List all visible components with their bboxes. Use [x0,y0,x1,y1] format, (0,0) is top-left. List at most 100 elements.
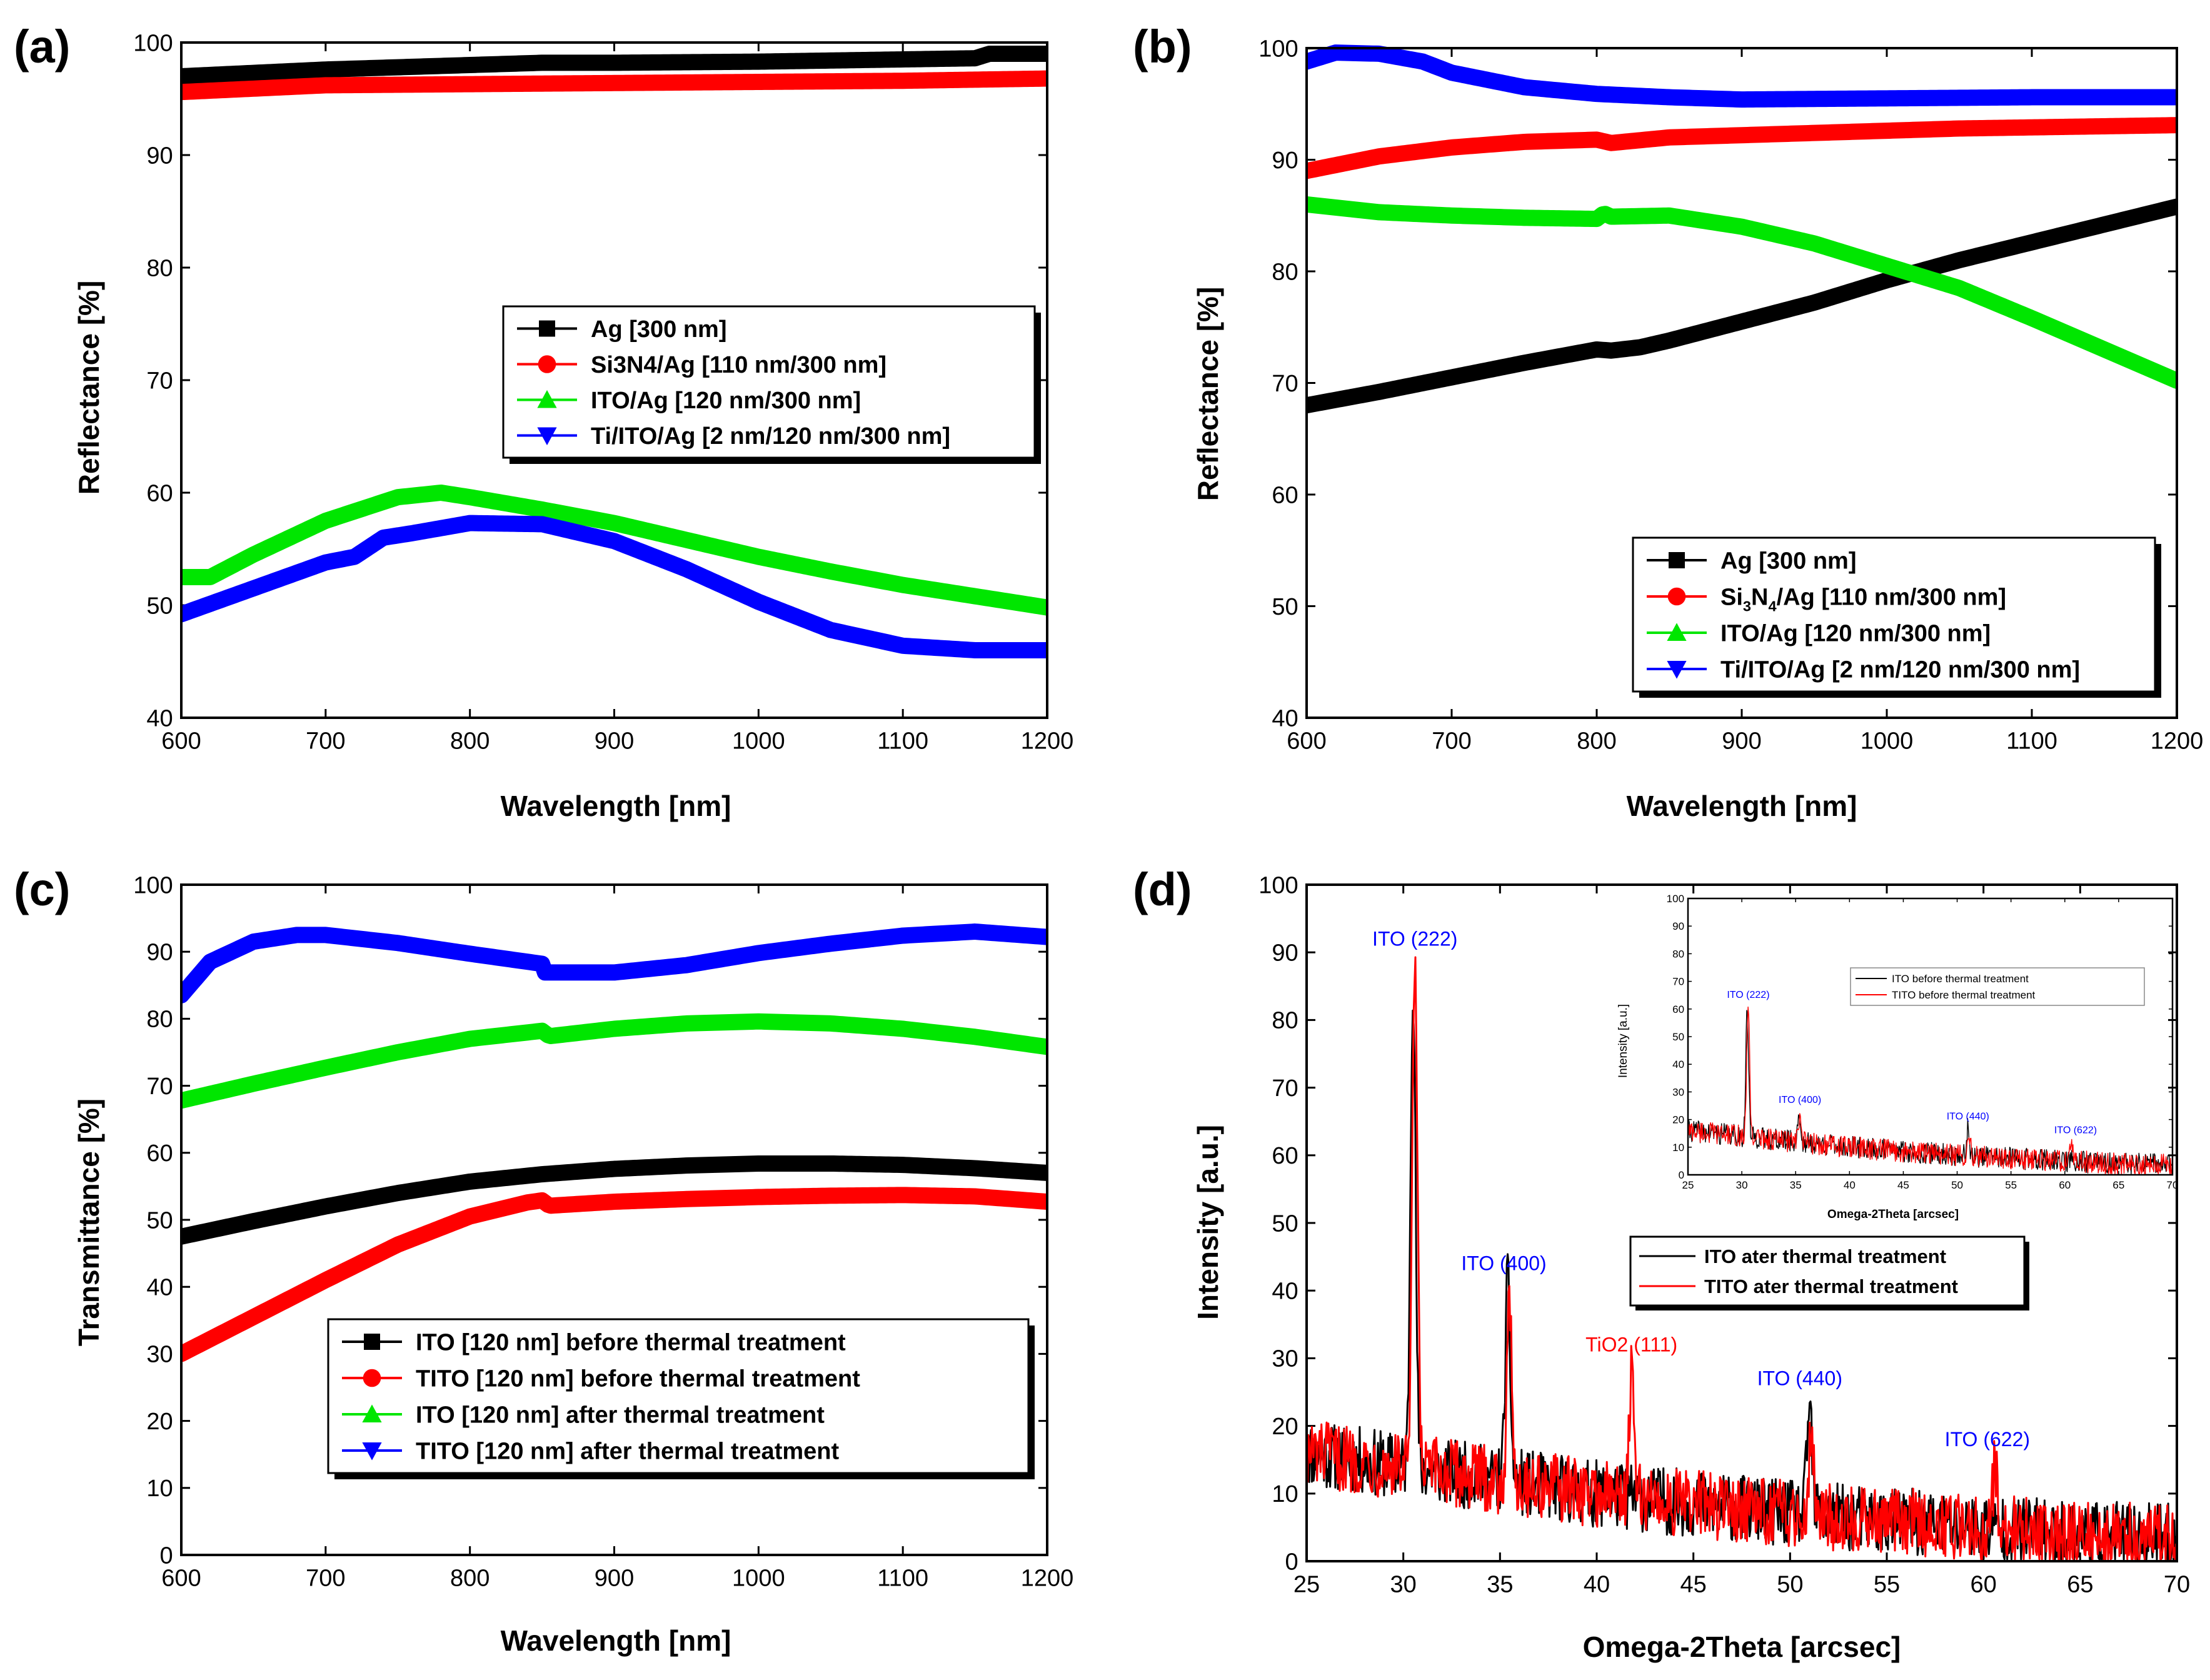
panel-d-inset-xtick-label: 50 [1951,1179,1963,1191]
panel-c-series-line-1 [181,1187,1047,1362]
panel-a-legend-entry-0: Ag [300 nm] [591,316,726,343]
panel-a-ytick-label: 60 [146,480,173,506]
panel-c-legend: ITO [120 nm] before thermal treatment TIT… [327,1318,1035,1479]
panel-a-legend-marker-0 [539,320,555,337]
panel-a-xtick-label: 900 [595,728,634,754]
panel-d-inset-xtick-label: 70 [2167,1179,2179,1191]
panel-c-ylabel: Transmittance [%] [73,1099,105,1346]
panel-d-legend-entry-0: ITO ater thermal treatment [1704,1245,1946,1267]
panel-label-c: (c) [14,863,70,915]
panel-d-inset-xtick-label: 30 [1736,1179,1748,1191]
panel-b-legend-marker-1 [1667,587,1686,606]
panel-d-inset-ytick-label: 90 [1672,920,1684,932]
panel-a-series-line-2 [181,485,1047,616]
panel-d-plot-frame [1305,883,2178,1562]
panel-d-inset-series-line-1 [1688,1006,2172,1175]
panel-d-legend-box [1629,1235,2026,1307]
panel-c-ytick-label: 20 [146,1409,173,1435]
panel-c-xtick-label: 1100 [877,1565,928,1591]
panel-d-ytick-label: 70 [1272,1075,1298,1102]
panel-b-xtick-label: 800 [1577,728,1616,754]
panel-a-xtick-label: 1000 [732,728,785,754]
panel-d-inset-ytick-label: 70 [1672,976,1684,988]
panel-b-legend-marker-2 [1667,623,1687,641]
panel-d-inset-ytick-label: 30 [1672,1086,1684,1098]
panel-c-series-line-3 [181,923,1047,1003]
panel-d-inset-ytick-label: 20 [1672,1114,1684,1126]
panel-b-series-line-3 [1307,44,2177,108]
panel-c-legend-marker-1 [363,1369,381,1387]
panel-b-legend-entry-3: Ti/ITO/Ag [2 nm/120 nm/300 nm] [1720,657,2080,683]
panel-label-d: (d) [1133,863,1192,915]
panel-d-inset-xtick-label: 25 [1682,1179,1694,1191]
panel-c-xtick-label: 1200 [1021,1565,1074,1591]
panel-a-legend-marker-1 [538,355,556,373]
panel-d-inset-xtick-label: 40 [1844,1179,1856,1191]
panel-a-ytick-label: 40 [146,705,173,732]
panel-d-inset-xtick-label: 45 [1897,1179,1909,1191]
panel-a-series-line-3 [181,515,1047,658]
panel-b-ytick-label: 100 [1258,36,1298,62]
panel-b-legend-entry-0: Ag [300 nm] [1720,548,1856,575]
panel-c-ytick-label: 30 [146,1342,173,1368]
panel-a-chart: 600 700 800 900 1000 1100 1200 40 50 60 70 80 90 100 A… [133,30,1073,754]
panel-d-inset-peak-label-2: ITO (440) [1947,1112,1989,1122]
panel-c-ytick-label: 40 [146,1275,173,1301]
panel-b-xtick-label: 1200 [2151,728,2204,754]
panel-b-xlabel: Wavelength [nm] [1627,790,1857,822]
panel-a-xtick-label: 1100 [877,728,928,754]
panel-c-chart: 600 700 800 900 1000 1100 1200 0 10 20 30 40 50 60 70 8… [133,872,1073,1591]
panel-d-inset-legend-entry-1: TITO before thermal treatment [1892,989,2036,1001]
panel-a-xtick-label: 600 [161,728,201,754]
panel-a-ytick-label: 80 [146,255,173,281]
panel-d-inset-legend: ITO before thermal treatment TITO before … [1850,967,2145,1006]
panel-d-legend-entry-1: TITO ater thermal treatment [1704,1275,1958,1297]
panel-d-xtick-label: 55 [1874,1571,1900,1597]
panel-b-ytick-label: 50 [1272,594,1298,620]
panel-b-legend: Ag [300 nm] Si3N4/Ag [110 nm/300 nm] ITO/A… [1632,536,2161,698]
panel-a-ytick-label: 50 [146,593,173,619]
panel-c-ytick-label: 100 [133,872,173,898]
panel-a-ytick-label: 90 [146,143,173,169]
panel-a-legend-entry-1: Si3N4/Ag [110 nm/300 nm] [591,352,887,378]
panel-d-peak-label-4: ITO (622) [1945,1428,2030,1451]
panel-d-inset-xtick-label: 60 [2059,1179,2071,1191]
panel-b-xtick-label: 1000 [1861,728,1914,754]
panel-d-inset-ytick-label: 50 [1672,1031,1684,1043]
panel-c-ytick-label: 50 [146,1207,173,1234]
panel-d-inset-peak-label-1: ITO (400) [1779,1095,1821,1105]
panel-d-inset-ytick-label: 10 [1672,1142,1684,1154]
panel-b-ytick-label: 60 [1272,482,1298,508]
panel-label-a: (a) [14,21,70,73]
panel-b-ytick-label: 80 [1272,259,1298,285]
panel-d-xtick-label: 25 [1293,1571,1320,1597]
panel-d-ytick-label: 80 [1272,1008,1298,1034]
panel-d-inset-peak-label-3: ITO (622) [2054,1125,2097,1136]
panel-a-plot-frame [180,41,1048,719]
panel-c-legend-entry-2: ITO [120 nm] after thermal treatment [416,1402,825,1429]
panel-d-inset-ytick-label: 100 [1667,893,1684,905]
panel-b-xtick-label: 900 [1722,728,1761,754]
panel-b-series-line-2 [1307,196,2177,389]
panel-c-ytick-label: 60 [146,1140,173,1167]
panel-d-ytick-label: 0 [1285,1549,1298,1575]
panel-d-inset-ytick-label: 0 [1679,1169,1684,1181]
panel-d-peak-label-1: ITO (400) [1461,1252,1546,1275]
panel-d-inset-plot-frame [1687,897,2174,1176]
panel-a-series-line-0 [181,46,1047,84]
panel-b-ytick-label: 90 [1272,148,1298,174]
panel-a-xtick-label: 700 [306,728,345,754]
panel-c-xlabel: Wavelength [nm] [501,1624,731,1657]
panel-d-inset-ytick-label: 40 [1672,1059,1684,1070]
panel-d-xlabel: Omega-2Theta [arcsec] [1583,1631,1901,1663]
panel-a-ytick-label: 70 [146,368,173,394]
panel-d-inset-peak-label-0: ITO (222) [1727,990,1769,1000]
panel-a-legend: Ag [300 nm] Si3N4/Ag [110 nm/300 nm] ITO/A… [502,305,1041,464]
panel-c-ytick-label: 90 [146,940,173,966]
panel-a-legend-marker-2 [537,390,557,408]
panel-c-legend-entry-3: TITO [120 nm] after thermal treatment [416,1439,839,1465]
panel-c-series-line-2 [181,1013,1047,1109]
panel-d-inset-legend-box [1850,967,2145,1006]
panel-b-chart: 600 700 800 900 1000 1100 1200 40 50 60 70 80 90 100 A… [1258,36,2203,754]
